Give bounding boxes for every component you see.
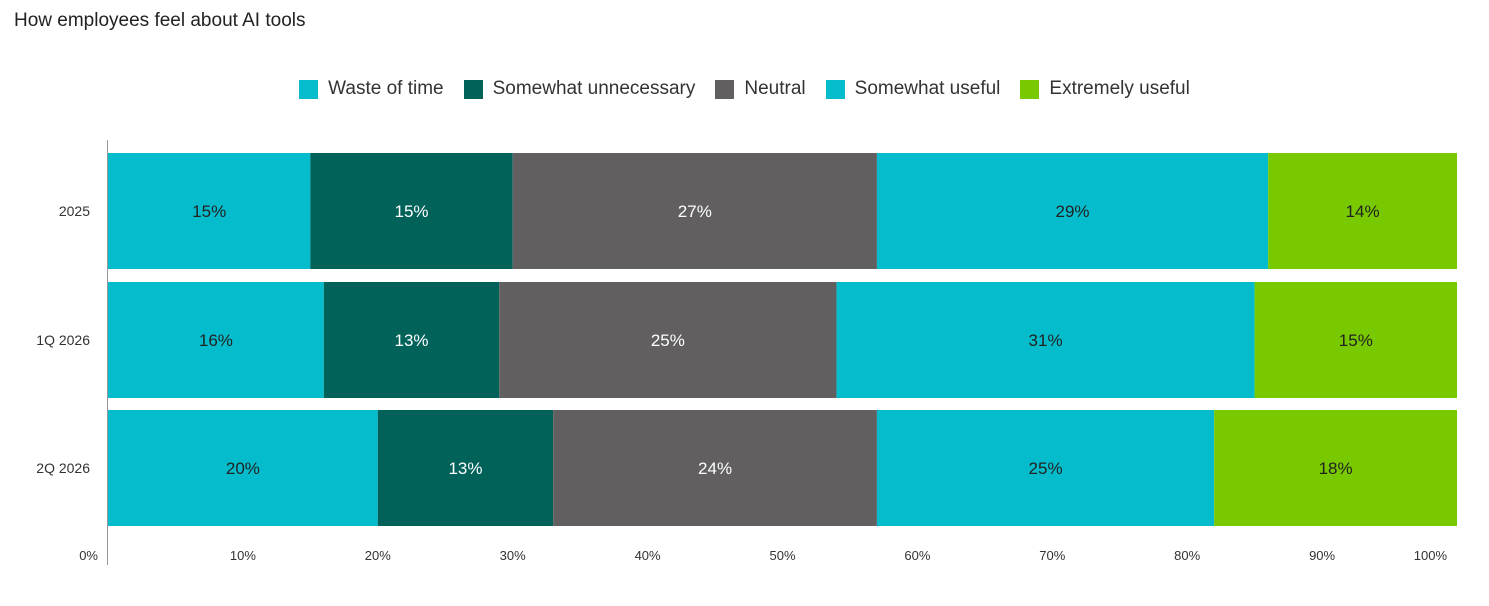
legend-label: Waste of time xyxy=(328,78,444,99)
bar-segment xyxy=(876,153,1269,269)
legend-label: Extremely useful xyxy=(1049,78,1190,99)
legend-swatch xyxy=(825,79,845,99)
data-label: 27% xyxy=(678,202,712,221)
data-label: 20% xyxy=(226,459,260,478)
x-tick-label: 0% xyxy=(79,548,98,563)
x-tick-label: 90% xyxy=(1309,548,1335,563)
bar-segment xyxy=(377,410,554,526)
legend-item: Neutral xyxy=(715,78,806,100)
bar-segment xyxy=(499,282,837,398)
category-label: 2Q 2026 xyxy=(36,460,90,476)
category-label: 2025 xyxy=(59,203,90,219)
x-tick-label: 40% xyxy=(635,548,661,563)
bar-segment xyxy=(108,410,378,526)
chart-legend: Waste of time Somewhat unnecessary Neutral… xyxy=(0,78,1489,100)
bar-segment xyxy=(310,153,513,269)
bar-segment xyxy=(1214,410,1457,526)
data-label: 31% xyxy=(1029,331,1063,350)
data-label: 13% xyxy=(395,331,429,350)
data-label: 25% xyxy=(651,331,685,350)
legend-item: Somewhat unnecessary xyxy=(463,78,696,100)
x-tick-label: 10% xyxy=(230,548,256,563)
legend-item: Extremely useful xyxy=(1020,78,1190,100)
legend-item: Waste of time xyxy=(299,78,444,100)
data-label: 13% xyxy=(448,459,482,478)
x-tick-label: 100% xyxy=(1414,548,1448,563)
bar-segment xyxy=(512,153,877,269)
bar-segment xyxy=(1268,153,1457,269)
legend-label: Somewhat unnecessary xyxy=(492,78,696,99)
x-tick-label: 70% xyxy=(1039,548,1065,563)
data-label: 14% xyxy=(1346,202,1380,221)
bar-segment xyxy=(553,410,877,526)
data-label: 15% xyxy=(192,202,226,221)
data-label: 15% xyxy=(395,202,429,221)
x-tick-label: 80% xyxy=(1174,548,1200,563)
x-tick-label: 20% xyxy=(365,548,391,563)
bar-segment xyxy=(876,410,1215,526)
legend-item: Somewhat useful xyxy=(825,78,1001,100)
bar-segment xyxy=(323,282,500,398)
legend-label: Somewhat useful xyxy=(854,78,1001,99)
legend-swatch xyxy=(463,79,483,99)
data-label: 25% xyxy=(1029,459,1063,478)
bar-segment xyxy=(108,153,311,269)
legend-swatch xyxy=(1020,79,1040,99)
data-label: 15% xyxy=(1339,331,1373,350)
legend-label: Neutral xyxy=(744,78,806,99)
data-label: 24% xyxy=(698,459,732,478)
x-tick-label: 30% xyxy=(500,548,526,563)
bar-segment xyxy=(836,282,1255,398)
x-tick-label: 60% xyxy=(904,548,930,563)
data-label: 29% xyxy=(1056,202,1090,221)
data-label: 18% xyxy=(1319,459,1353,478)
x-tick-label: 50% xyxy=(769,548,795,563)
data-label: 16% xyxy=(199,331,233,350)
category-label: 1Q 2026 xyxy=(36,332,90,348)
bar-segment xyxy=(108,282,324,398)
chart-title: How employees feel about AI tools xyxy=(14,10,306,31)
legend-swatch xyxy=(715,79,735,99)
bar-segment xyxy=(1254,282,1457,398)
legend-swatch xyxy=(299,79,319,99)
